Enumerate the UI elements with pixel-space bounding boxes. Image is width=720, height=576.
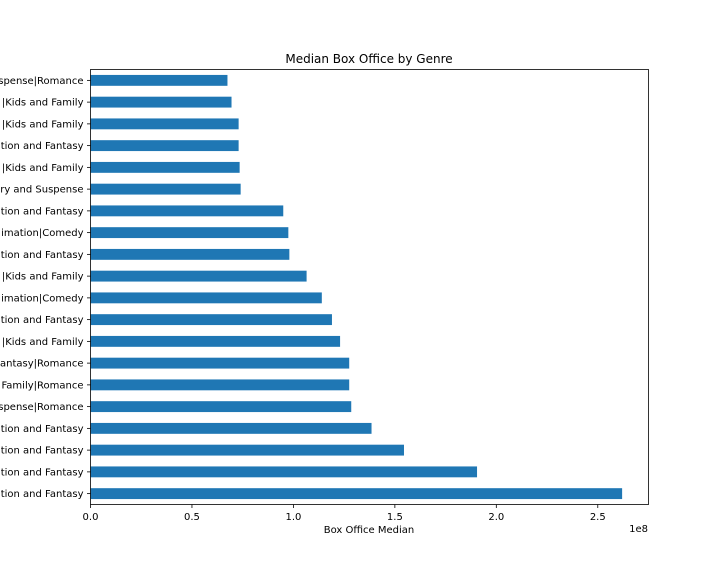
bar	[90, 292, 322, 304]
x-axis-label: Box Office Median	[324, 525, 415, 536]
y-tick-label: imation|Comedy	[1, 228, 84, 239]
bar	[90, 466, 478, 478]
bar	[90, 227, 289, 239]
y-tick-label: Family|Romance	[1, 380, 83, 391]
bar	[90, 488, 623, 500]
bar	[90, 422, 372, 434]
plot-frame	[90, 69, 649, 505]
bar	[90, 314, 332, 326]
x-tick-label: 2.5	[590, 512, 606, 523]
y-tick-label: ation and Fantasy	[0, 250, 84, 261]
y-tick-label: ation and Fantasy	[0, 141, 84, 152]
x-tick-label: 0.0	[83, 512, 99, 523]
y-tick-label: ation and Fantasy	[0, 467, 84, 478]
y-tick-label: ation and Fantasy	[0, 489, 84, 500]
bar	[90, 248, 290, 260]
bar	[90, 183, 241, 195]
y-axis-ticks: ation and Fantasy ation and Fantasy ation …	[0, 76, 91, 500]
y-tick-label: spense|Romance	[0, 76, 84, 87]
y-tick-label: |Kids and Family	[2, 98, 84, 109]
y-tick-label: spense|Romance	[0, 402, 84, 413]
x-axis-offset-text: 1e8	[629, 524, 648, 535]
y-tick-label: ry and Suspense	[0, 185, 83, 196]
bar	[90, 118, 239, 130]
y-tick-label: |Kids and Family	[2, 272, 84, 283]
x-tick-label: 1.0	[285, 512, 301, 523]
bar	[90, 205, 284, 217]
y-tick-label: imation|Comedy	[1, 293, 84, 304]
bar	[90, 401, 352, 413]
y-tick-label: |Kids and Family	[2, 119, 84, 130]
x-tick-label: 1.5	[387, 512, 403, 523]
y-tick-label: ation and Fantasy	[0, 424, 84, 435]
y-tick-label: ation and Fantasy	[0, 315, 84, 326]
y-tick-label: |Kids and Family	[2, 337, 84, 348]
bar	[90, 379, 350, 391]
y-tick-label: antasy|Romance	[0, 359, 84, 370]
bars-group	[90, 74, 623, 500]
chart-title: Median Box Office by Genre	[285, 52, 452, 66]
bar	[90, 74, 228, 86]
bar	[90, 335, 341, 347]
y-tick-label: ation and Fantasy	[0, 446, 84, 457]
bar	[90, 140, 239, 152]
bar	[90, 444, 404, 456]
y-tick-label: ation and Fantasy	[0, 206, 84, 217]
bar	[90, 96, 232, 108]
x-axis-ticks: 0.0 0.5 1.0 1.5 2.0 2.5	[83, 504, 606, 523]
bar	[90, 270, 307, 282]
bar	[90, 161, 240, 173]
x-tick-label: 2.0	[488, 512, 504, 523]
bar	[90, 357, 350, 369]
y-tick-label: |Kids and Family	[2, 163, 84, 174]
x-tick-label: 0.5	[184, 512, 200, 523]
